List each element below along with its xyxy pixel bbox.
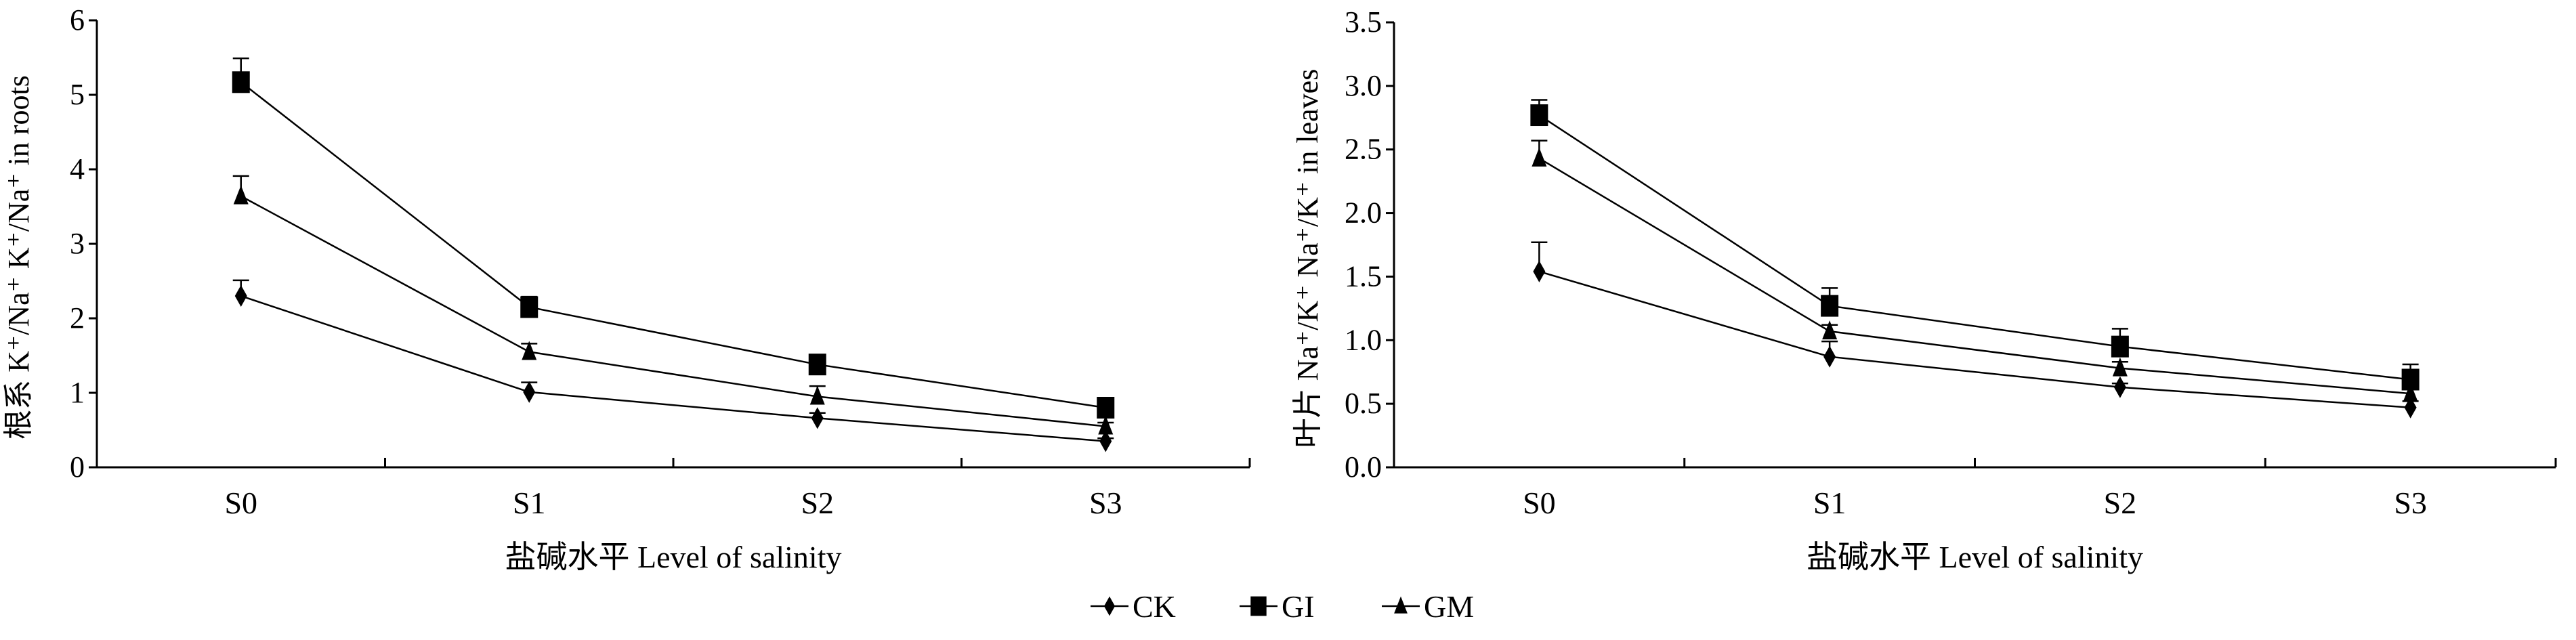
y-tick-label: 2 xyxy=(70,301,85,335)
y-axis-title: 根系 K⁺/Na⁺ K⁺/Na⁺ in roots xyxy=(2,75,35,440)
y-tick-label: 6 xyxy=(70,3,85,37)
legend-item-ck: CK xyxy=(1091,589,1176,624)
series-gi xyxy=(232,57,1115,419)
y-tick-label: 3.5 xyxy=(1345,5,1382,39)
x-tick-label: S3 xyxy=(2394,486,2427,520)
y-tick-label: 1.0 xyxy=(1345,323,1382,356)
series-line-gi xyxy=(240,81,1106,409)
series-line-ck xyxy=(1539,270,2411,409)
y-tick-label: 0.0 xyxy=(1345,450,1382,484)
data-point-gi xyxy=(1821,295,1839,317)
data-point-ck xyxy=(523,381,536,403)
data-point-ck xyxy=(2113,376,2126,398)
y-tick-label: 3 xyxy=(70,227,85,260)
series-line-gi xyxy=(1538,114,2411,381)
legend-label: CK xyxy=(1133,589,1176,624)
series-line-gm xyxy=(1538,157,2411,395)
data-point-gi xyxy=(2111,335,2129,358)
legend-marker-diamond-icon xyxy=(1103,596,1116,616)
data-point-gm xyxy=(2403,383,2418,402)
data-point-gm xyxy=(809,385,825,405)
series-line-gm xyxy=(240,195,1106,427)
x-axis-title: 盐碱水平 Level of salinity xyxy=(505,540,842,574)
series-gi xyxy=(1530,99,2420,391)
data-point-gi xyxy=(1097,397,1115,419)
y-tick-label: 1 xyxy=(70,376,85,409)
data-point-gi xyxy=(1530,104,1548,127)
data-point-gi xyxy=(520,296,539,318)
y-tick-label: 1.5 xyxy=(1345,259,1382,293)
y-tick-label: 4 xyxy=(70,152,85,186)
x-tick-label: S1 xyxy=(513,486,546,520)
data-point-gm xyxy=(1532,147,1547,167)
x-tick-label: S1 xyxy=(1813,486,1846,520)
leaves-ratio-chart: 0.0 0.5 1.0 1.5 2.0 2.5 3.0 3.5 S0 S1 S2 S3 盐碱水平 Lev… xyxy=(1291,5,2557,574)
data-point-gm xyxy=(1098,415,1114,435)
data-point-gm xyxy=(1822,320,1838,340)
legend-label: GI xyxy=(1282,589,1315,624)
y-tick-label: 5 xyxy=(70,78,85,111)
x-tick-label: S0 xyxy=(224,486,257,520)
series-line-ck xyxy=(240,295,1106,442)
data-point-ck xyxy=(2404,396,2417,419)
x-tick-label: S2 xyxy=(2104,486,2137,520)
legend-marker-triangle-icon xyxy=(1394,596,1408,614)
x-tick-label: S0 xyxy=(1523,486,1556,520)
y-axis-title: 叶片 Na⁺/K⁺ Na⁺/K⁺ in leaves xyxy=(1291,69,1324,448)
data-point-gm xyxy=(522,341,537,360)
legend: CK GI GM xyxy=(1091,589,1474,624)
data-point-gm xyxy=(233,185,249,205)
data-point-ck xyxy=(1099,430,1112,452)
y-tick-label: 0.5 xyxy=(1345,387,1382,420)
series-gm xyxy=(232,175,1114,435)
legend-item-gi: GI xyxy=(1240,589,1315,624)
roots-ratio-chart: 0 1 2 3 4 5 6 S0 S1 S2 S3 盐碱水平 Level of salinity 根系 … xyxy=(2,3,1251,574)
x-tick-label: S2 xyxy=(801,486,834,520)
legend-label: GM xyxy=(1424,589,1474,624)
y-tick-label: 3.0 xyxy=(1345,69,1382,102)
series-gm xyxy=(1531,140,2419,402)
data-point-gi xyxy=(232,71,250,93)
y-tick-label: 0 xyxy=(70,450,85,484)
series-ck xyxy=(1531,241,2419,419)
data-point-gi xyxy=(808,354,826,376)
x-axis-title: 盐碱水平 Level of salinity xyxy=(1807,540,2143,574)
legend-item-gm: GM xyxy=(1382,589,1474,624)
series-ck xyxy=(232,279,1114,452)
data-point-ck xyxy=(234,285,247,307)
data-point-ck xyxy=(1823,345,1836,368)
data-point-ck xyxy=(1533,260,1546,282)
y-tick-label: 2.0 xyxy=(1345,196,1382,230)
legend-marker-square-icon xyxy=(1250,596,1267,616)
y-tick-label: 2.5 xyxy=(1345,133,1382,166)
x-tick-label: S3 xyxy=(1089,486,1122,520)
data-point-gm xyxy=(2112,357,2128,377)
data-point-ck xyxy=(811,407,824,429)
